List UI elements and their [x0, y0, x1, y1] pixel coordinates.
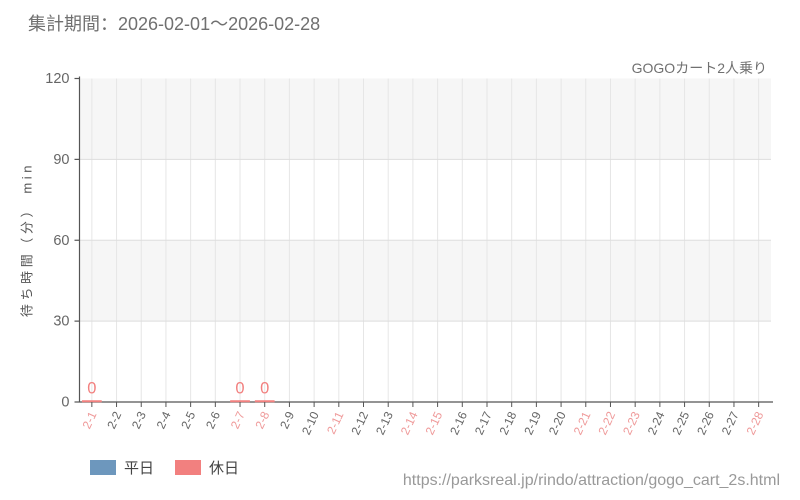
svg-text:2-19: 2-19 — [521, 409, 544, 437]
svg-text:0: 0 — [87, 380, 96, 398]
svg-text:2-8: 2-8 — [252, 409, 272, 431]
svg-text:90: 90 — [53, 152, 69, 168]
svg-text:2-22: 2-22 — [595, 409, 618, 437]
svg-text:30: 30 — [53, 314, 69, 330]
svg-text:2-13: 2-13 — [373, 409, 396, 437]
svg-text:0: 0 — [235, 380, 244, 398]
svg-text:0: 0 — [260, 380, 269, 398]
svg-text:2-7: 2-7 — [228, 409, 248, 431]
svg-text:2-9: 2-9 — [277, 409, 297, 431]
svg-text:2-23: 2-23 — [620, 409, 643, 437]
svg-text:2-27: 2-27 — [719, 409, 742, 437]
svg-text:2-24: 2-24 — [645, 409, 668, 437]
svg-text:2-4: 2-4 — [154, 409, 174, 431]
svg-text:2-16: 2-16 — [447, 409, 470, 437]
svg-text:2-11: 2-11 — [324, 409, 347, 436]
svg-text:2-15: 2-15 — [422, 409, 445, 437]
svg-text:2-1: 2-1 — [80, 409, 100, 431]
svg-text:2-17: 2-17 — [472, 409, 495, 437]
svg-text:2-6: 2-6 — [203, 409, 223, 431]
svg-text:2-3: 2-3 — [129, 409, 149, 431]
svg-text:2-5: 2-5 — [178, 409, 198, 431]
svg-text:2-20: 2-20 — [546, 409, 569, 437]
svg-text:2-14: 2-14 — [398, 409, 421, 437]
svg-text:2-25: 2-25 — [669, 409, 692, 437]
svg-text:60: 60 — [53, 233, 69, 249]
svg-text:2-10: 2-10 — [299, 409, 322, 437]
svg-text:2-28: 2-28 — [744, 409, 767, 437]
svg-text:2-2: 2-2 — [104, 409, 124, 431]
svg-text:2-21: 2-21 — [571, 409, 594, 437]
svg-text:0: 0 — [61, 395, 69, 411]
svg-text:2-26: 2-26 — [694, 409, 717, 437]
svg-text:120: 120 — [45, 71, 69, 87]
svg-text:2-18: 2-18 — [497, 409, 520, 437]
svg-text:2-12: 2-12 — [348, 409, 371, 437]
